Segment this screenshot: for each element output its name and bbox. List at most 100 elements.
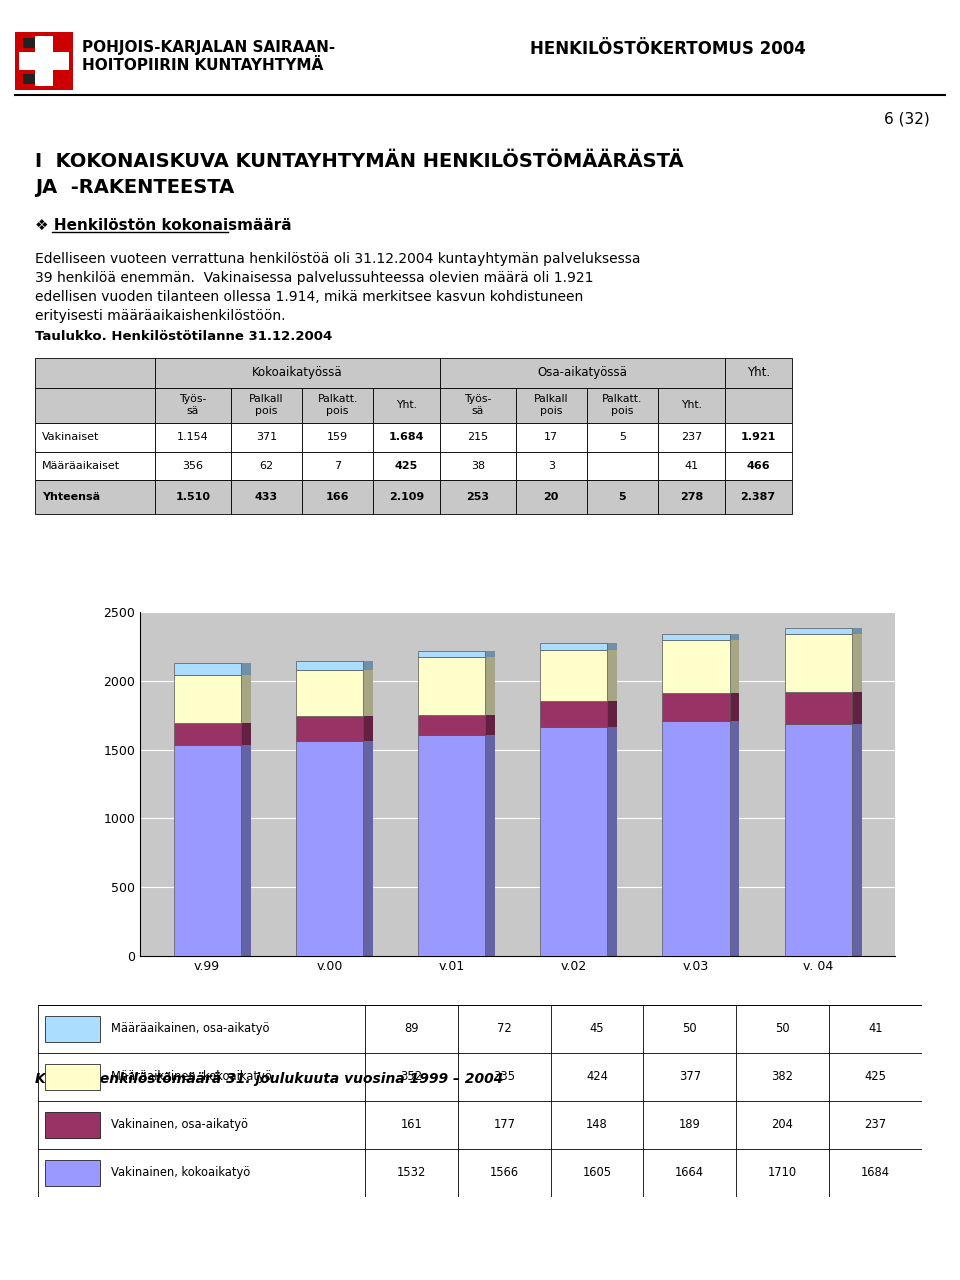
Bar [156,452,230,480]
Bar [23,74,35,84]
Bar [45,1064,100,1091]
Text: 352: 352 [400,1070,422,1083]
Polygon shape [241,723,251,745]
Bar [540,643,608,649]
Bar [440,452,516,480]
Text: 253: 253 [467,493,490,502]
Bar [516,480,587,515]
Bar [302,480,373,515]
Polygon shape [608,701,617,727]
Text: 148: 148 [587,1119,608,1132]
Bar [784,724,852,955]
Polygon shape [363,741,372,955]
Text: 89: 89 [404,1023,419,1036]
Text: 204: 204 [772,1119,793,1132]
Text: Kokoaikatyössä: Kokoaikatyössä [252,366,343,379]
Text: Vakinaiset: Vakinaiset [42,433,100,442]
Bar [658,388,725,422]
Polygon shape [608,649,617,701]
Bar [725,358,791,388]
Text: Palkall
pois: Palkall pois [534,394,568,416]
Bar [302,452,373,480]
Text: 2.387: 2.387 [740,493,776,502]
Bar [725,388,791,422]
Text: 20: 20 [543,493,559,502]
Bar [23,38,35,47]
Text: 237: 237 [681,433,702,442]
Text: 356: 356 [182,461,204,471]
Text: Määräaikainen, kokoaikatyö: Määräaikainen, kokoaikatyö [110,1070,272,1083]
Bar [15,32,73,90]
Text: JA  -RAKENTEESTA: JA -RAKENTEESTA [35,178,234,197]
Text: 161: 161 [400,1119,422,1132]
Polygon shape [730,640,739,692]
Bar [230,480,302,515]
Text: 382: 382 [772,1070,794,1083]
Text: 433: 433 [254,493,278,502]
Bar [440,358,725,388]
Text: Työs-
sä: Työs- sä [464,394,492,416]
Text: 1.921: 1.921 [740,433,776,442]
Text: 5: 5 [619,433,626,442]
Text: 72: 72 [497,1023,512,1036]
Text: 45: 45 [589,1023,605,1036]
Text: Palkatt.
pois: Palkatt. pois [602,394,642,416]
Bar [516,452,587,480]
Bar [156,358,440,388]
Text: HENKILÖSTÖKERTOMUS 2004: HENKILÖSTÖKERTOMUS 2004 [530,40,805,58]
Polygon shape [485,650,495,657]
Text: 6 (32): 6 (32) [884,111,930,127]
Bar [174,723,241,745]
Bar [174,663,241,675]
Text: Osa-aikatyössä: Osa-aikatyössä [538,366,627,379]
Text: 159: 159 [327,433,348,442]
Bar [156,480,230,515]
Bar [662,692,730,721]
Bar [373,452,440,480]
Polygon shape [485,735,495,955]
Bar [725,452,791,480]
Bar [662,640,730,692]
Polygon shape [241,663,251,675]
Bar [587,452,658,480]
Bar [45,1015,100,1042]
Bar [156,422,230,452]
Polygon shape [241,745,251,955]
Bar [418,716,485,735]
Bar [35,452,156,480]
Polygon shape [608,727,617,955]
Bar [418,650,485,657]
Text: Yhteensä: Yhteensä [42,493,100,502]
Bar [45,1160,100,1187]
Polygon shape [363,660,372,671]
Bar [373,388,440,422]
Text: 1664: 1664 [675,1166,705,1179]
Bar [302,388,373,422]
Text: Yht.: Yht. [681,401,702,410]
Bar [658,480,725,515]
Text: 17: 17 [544,433,559,442]
Bar [156,388,230,422]
Bar [725,422,791,452]
Text: 41: 41 [868,1023,882,1036]
Text: 1684: 1684 [861,1166,890,1179]
Text: 424: 424 [587,1070,608,1083]
Text: 38: 38 [470,461,485,471]
Bar [296,671,363,717]
Text: Vakinainen, kokoaikatyö: Vakinainen, kokoaikatyö [110,1166,250,1179]
Text: Taulukko. Henkilöstötilanne 31.12.2004: Taulukko. Henkilöstötilanne 31.12.2004 [35,330,332,343]
Text: Yht.: Yht. [396,401,417,410]
Text: 1.684: 1.684 [389,433,424,442]
Text: Edelliseen vuoteen verrattuna henkilöstöä oli 31.12.2004 kuntayhtymän palvelukse: Edelliseen vuoteen verrattuna henkilöstö… [35,252,640,266]
Bar [230,452,302,480]
Text: 278: 278 [680,493,703,502]
Bar [587,422,658,452]
Bar [373,480,440,515]
Text: 50: 50 [683,1023,697,1036]
Bar [35,480,156,515]
Bar [418,735,485,955]
Bar [35,358,156,388]
Text: 1566: 1566 [490,1166,518,1179]
Bar [174,675,241,723]
Text: Yht.: Yht. [747,366,770,379]
